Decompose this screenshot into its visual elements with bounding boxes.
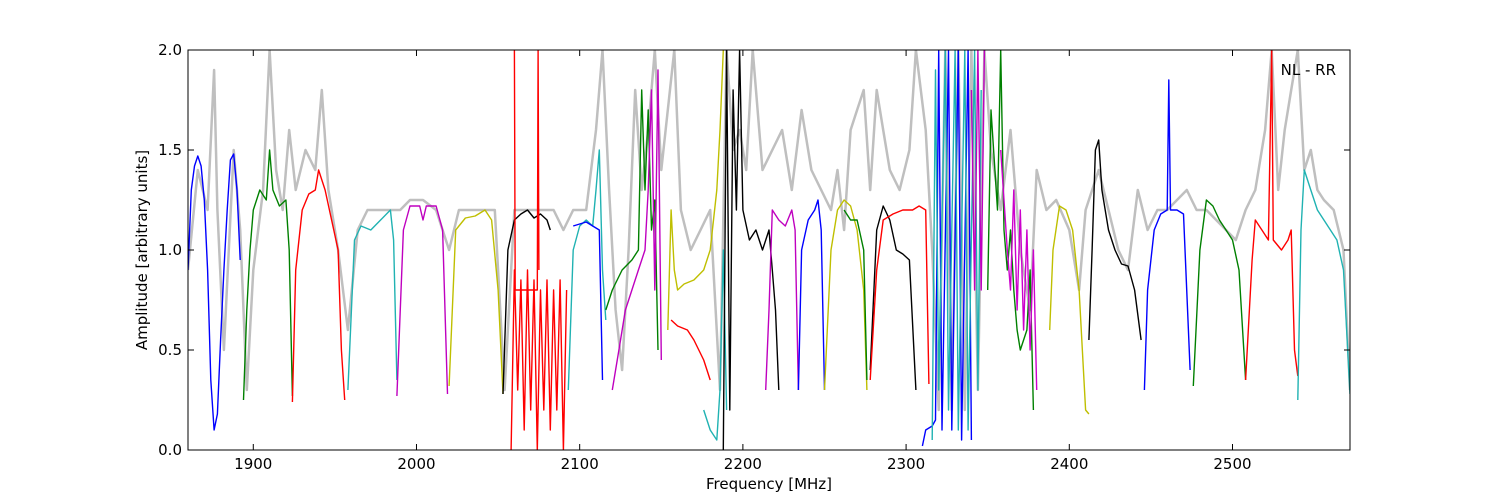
x-tick-label: 2500 [1213, 455, 1251, 473]
y-tick-label: 0.0 [158, 441, 182, 459]
series-line-13 [611, 69, 662, 391]
series-line-20 [823, 199, 868, 391]
series-line-6 [448, 209, 504, 395]
station-annotation: NL - RR [1281, 61, 1336, 79]
y-tick-label: 2.0 [158, 41, 182, 59]
series-line-22 [869, 205, 917, 391]
x-tick-label: 2300 [887, 455, 925, 473]
x-tick-label: 1900 [234, 455, 272, 473]
series-line-31 [1143, 79, 1191, 391]
series-line-1 [188, 153, 241, 431]
series-line-4 [347, 209, 398, 391]
series-line-14 [667, 50, 724, 331]
y-tick-label: 1.0 [158, 241, 182, 259]
x-axis-ticks: 1900 2000 2100 2200 2300 2400 2500 [234, 50, 1252, 473]
series-line-23 [869, 205, 930, 385]
y-tick-label: 1.5 [158, 141, 182, 159]
series-line-18 [765, 209, 800, 391]
series-line-12 [605, 89, 659, 351]
series-line-2 [242, 149, 294, 401]
series-line-17 [722, 50, 780, 450]
background-layer [188, 50, 1350, 412]
y-axis-label: Amplitude [arbitrary units] [133, 150, 151, 350]
background-trace [188, 50, 1350, 412]
y-tick-label: 0.5 [158, 341, 182, 359]
y-axis-ticks: 0.0 0.5 1.0 1.5 2.0 [158, 41, 1350, 459]
x-axis-label: Frequency [MHz] [706, 475, 832, 493]
series-line-34 [1297, 169, 1350, 401]
series-line-16 [703, 249, 728, 441]
series-line-26 [970, 50, 986, 291]
series-line-11 [572, 221, 604, 381]
series-line-19 [797, 199, 826, 391]
x-tick-label: 2000 [397, 455, 435, 473]
x-tick-label: 2100 [561, 455, 599, 473]
series-line-5 [396, 205, 449, 397]
series-line-8 [510, 269, 568, 450]
series-line-27 [987, 50, 1035, 411]
series-line-3 [291, 169, 346, 403]
series-line-25 [931, 50, 982, 441]
series-line-33 [1244, 50, 1299, 381]
series-line-7 [502, 209, 551, 395]
series-layer [188, 50, 1350, 450]
series-line-28 [1000, 149, 1038, 391]
series-line-29 [1049, 205, 1090, 415]
x-tick-label: 2200 [724, 455, 762, 473]
series-line-15 [670, 319, 711, 381]
series-line-32 [1192, 199, 1247, 387]
series-line-30 [1088, 139, 1142, 341]
series-line-9 [513, 50, 540, 291]
series-line-24 [921, 50, 973, 447]
plot-frame [187, 49, 1351, 451]
series-line-21 [843, 209, 868, 381]
x-tick-label: 2400 [1050, 455, 1088, 473]
